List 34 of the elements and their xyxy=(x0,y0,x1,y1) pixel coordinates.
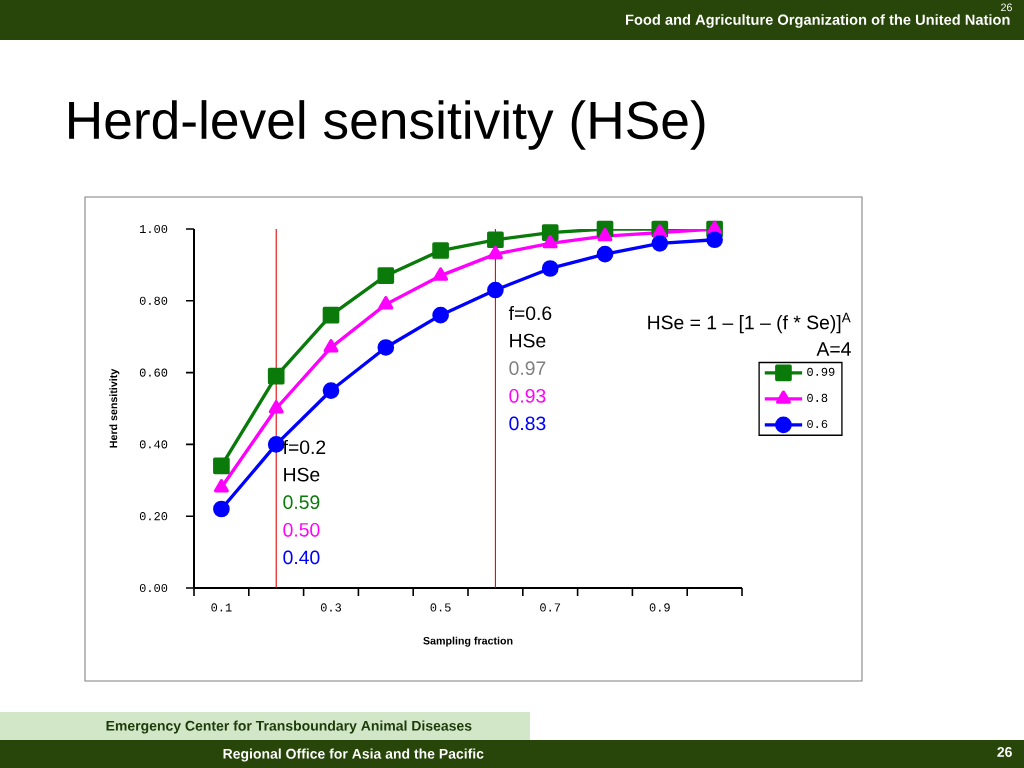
x-tick-label: 0.1 xyxy=(211,603,232,612)
legend-label: 0.6 xyxy=(807,419,828,429)
annotation: 0.40 xyxy=(283,550,320,565)
annotation: HSe xyxy=(510,333,546,348)
text: Emergency Center for Transboundary Animal Diseases xyxy=(106,720,472,734)
legend-label: 0.8 xyxy=(807,393,828,403)
text: Regional Office for Asia and the Pacific xyxy=(223,748,484,762)
annotation: f=0.2 xyxy=(282,439,326,455)
x-tick-label: 0.9 xyxy=(649,603,670,612)
x-axis-title: Sampling fraction xyxy=(423,636,513,647)
x-tick-label: 0.5 xyxy=(430,603,451,612)
annotation: 0.83 xyxy=(509,416,546,431)
y-tick-label: 1.00 xyxy=(140,224,168,234)
text: 26 xyxy=(1001,3,1012,12)
y-tick-label: 0.40 xyxy=(139,440,168,449)
annotation: 0.97 xyxy=(509,361,546,376)
y-axis-title: Herd sensitivity xyxy=(109,368,120,448)
y-tick-label: 0.00 xyxy=(139,583,168,593)
annotation: HSe xyxy=(284,467,320,482)
text: 26 xyxy=(997,747,1012,757)
annotation: HSe = 1 – [1 – (f * Se)]$^{A}$ xyxy=(648,312,851,334)
y-tick-label: 0.80 xyxy=(139,296,168,305)
text: A=4 xyxy=(816,342,851,356)
annotation: f=0.6 xyxy=(508,305,552,321)
y-tick-label: 0.60 xyxy=(139,368,168,377)
text: Food and Agriculture Organization of the United Nation xyxy=(626,14,1010,28)
legend-label: 0.99 xyxy=(807,367,835,376)
annotation: 0.50 xyxy=(283,522,320,537)
y-tick-label: 0.20 xyxy=(139,512,168,521)
annotation: 0.59 xyxy=(283,495,320,510)
annotation: 0.93 xyxy=(509,388,546,403)
x-tick-label: 0.3 xyxy=(320,603,342,612)
x-tick-label: 0.7 xyxy=(540,603,561,612)
chart-title: Herd-level sensitivity (HSe) xyxy=(69,100,705,150)
